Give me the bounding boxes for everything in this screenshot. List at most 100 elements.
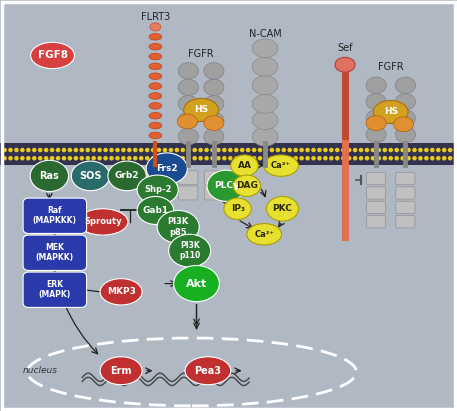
Text: FGF: FGF — [207, 120, 221, 126]
Ellipse shape — [252, 148, 256, 152]
Text: MKP3: MKP3 — [106, 287, 136, 296]
Ellipse shape — [26, 148, 31, 152]
Ellipse shape — [394, 148, 399, 152]
Ellipse shape — [91, 148, 96, 152]
Ellipse shape — [299, 156, 304, 160]
Ellipse shape — [247, 224, 282, 245]
Text: PI3K
p110: PI3K p110 — [179, 241, 200, 261]
Ellipse shape — [204, 96, 224, 112]
Ellipse shape — [149, 92, 162, 99]
Ellipse shape — [2, 148, 7, 152]
Ellipse shape — [276, 156, 280, 160]
Text: PLCγ: PLCγ — [214, 181, 239, 190]
Ellipse shape — [287, 148, 292, 152]
Ellipse shape — [246, 148, 250, 152]
Ellipse shape — [149, 103, 162, 109]
Ellipse shape — [56, 148, 60, 152]
Ellipse shape — [305, 156, 310, 160]
Text: FGF8: FGF8 — [37, 51, 68, 60]
FancyBboxPatch shape — [23, 235, 87, 270]
Ellipse shape — [178, 79, 198, 96]
Ellipse shape — [366, 110, 386, 127]
Ellipse shape — [204, 79, 224, 96]
Ellipse shape — [216, 156, 221, 160]
Ellipse shape — [276, 148, 280, 152]
FancyBboxPatch shape — [396, 201, 415, 214]
Ellipse shape — [204, 116, 224, 131]
Ellipse shape — [44, 148, 48, 152]
Ellipse shape — [97, 148, 102, 152]
Ellipse shape — [150, 23, 161, 31]
Ellipse shape — [258, 156, 262, 160]
Ellipse shape — [137, 196, 174, 224]
Ellipse shape — [198, 148, 203, 152]
Ellipse shape — [74, 148, 78, 152]
Ellipse shape — [442, 156, 446, 160]
Text: Sprouty: Sprouty — [84, 217, 122, 226]
Ellipse shape — [264, 148, 268, 152]
FancyBboxPatch shape — [204, 171, 223, 185]
Ellipse shape — [186, 148, 191, 152]
Ellipse shape — [430, 156, 435, 160]
Text: DAG: DAG — [236, 181, 258, 190]
Ellipse shape — [210, 156, 215, 160]
Text: FGF: FGF — [397, 122, 410, 127]
FancyBboxPatch shape — [179, 186, 198, 200]
Ellipse shape — [329, 156, 334, 160]
Ellipse shape — [103, 148, 108, 152]
Ellipse shape — [252, 39, 278, 58]
Ellipse shape — [169, 234, 211, 267]
Ellipse shape — [293, 148, 298, 152]
FancyBboxPatch shape — [179, 171, 198, 185]
Ellipse shape — [430, 148, 435, 152]
Ellipse shape — [97, 156, 102, 160]
Ellipse shape — [323, 148, 328, 152]
Text: FGF: FGF — [369, 120, 383, 126]
Text: ERK
(MAPK): ERK (MAPK) — [39, 280, 71, 300]
Ellipse shape — [186, 156, 191, 160]
Text: Frs2: Frs2 — [156, 164, 178, 173]
Ellipse shape — [204, 128, 224, 145]
Ellipse shape — [317, 148, 322, 152]
Ellipse shape — [371, 148, 375, 152]
Ellipse shape — [252, 111, 278, 130]
Text: MEK
(MAPKK): MEK (MAPKK) — [36, 243, 74, 263]
Ellipse shape — [133, 148, 138, 152]
Ellipse shape — [222, 156, 227, 160]
Ellipse shape — [32, 156, 37, 160]
Ellipse shape — [62, 156, 66, 160]
Ellipse shape — [406, 156, 411, 160]
Ellipse shape — [149, 112, 162, 119]
Ellipse shape — [151, 148, 155, 152]
Ellipse shape — [139, 156, 143, 160]
FancyBboxPatch shape — [396, 187, 415, 199]
Ellipse shape — [395, 127, 415, 143]
Ellipse shape — [68, 156, 72, 160]
Ellipse shape — [133, 156, 138, 160]
Ellipse shape — [454, 156, 457, 160]
FancyBboxPatch shape — [367, 215, 386, 228]
Ellipse shape — [234, 148, 239, 152]
Ellipse shape — [353, 156, 357, 160]
Ellipse shape — [38, 148, 43, 152]
Ellipse shape — [293, 156, 298, 160]
Ellipse shape — [2, 156, 7, 160]
Ellipse shape — [377, 148, 381, 152]
Ellipse shape — [395, 77, 415, 94]
Text: nucleus: nucleus — [23, 366, 58, 375]
Ellipse shape — [282, 148, 286, 152]
Text: Shp-2: Shp-2 — [144, 185, 171, 194]
Ellipse shape — [436, 156, 441, 160]
Ellipse shape — [56, 156, 60, 160]
Ellipse shape — [366, 116, 386, 131]
Ellipse shape — [192, 156, 197, 160]
Ellipse shape — [228, 148, 233, 152]
Ellipse shape — [400, 156, 405, 160]
Ellipse shape — [264, 155, 298, 176]
Ellipse shape — [149, 53, 162, 60]
Ellipse shape — [359, 156, 363, 160]
Ellipse shape — [32, 148, 37, 152]
Ellipse shape — [282, 156, 286, 160]
Ellipse shape — [198, 156, 203, 160]
Ellipse shape — [395, 110, 415, 127]
